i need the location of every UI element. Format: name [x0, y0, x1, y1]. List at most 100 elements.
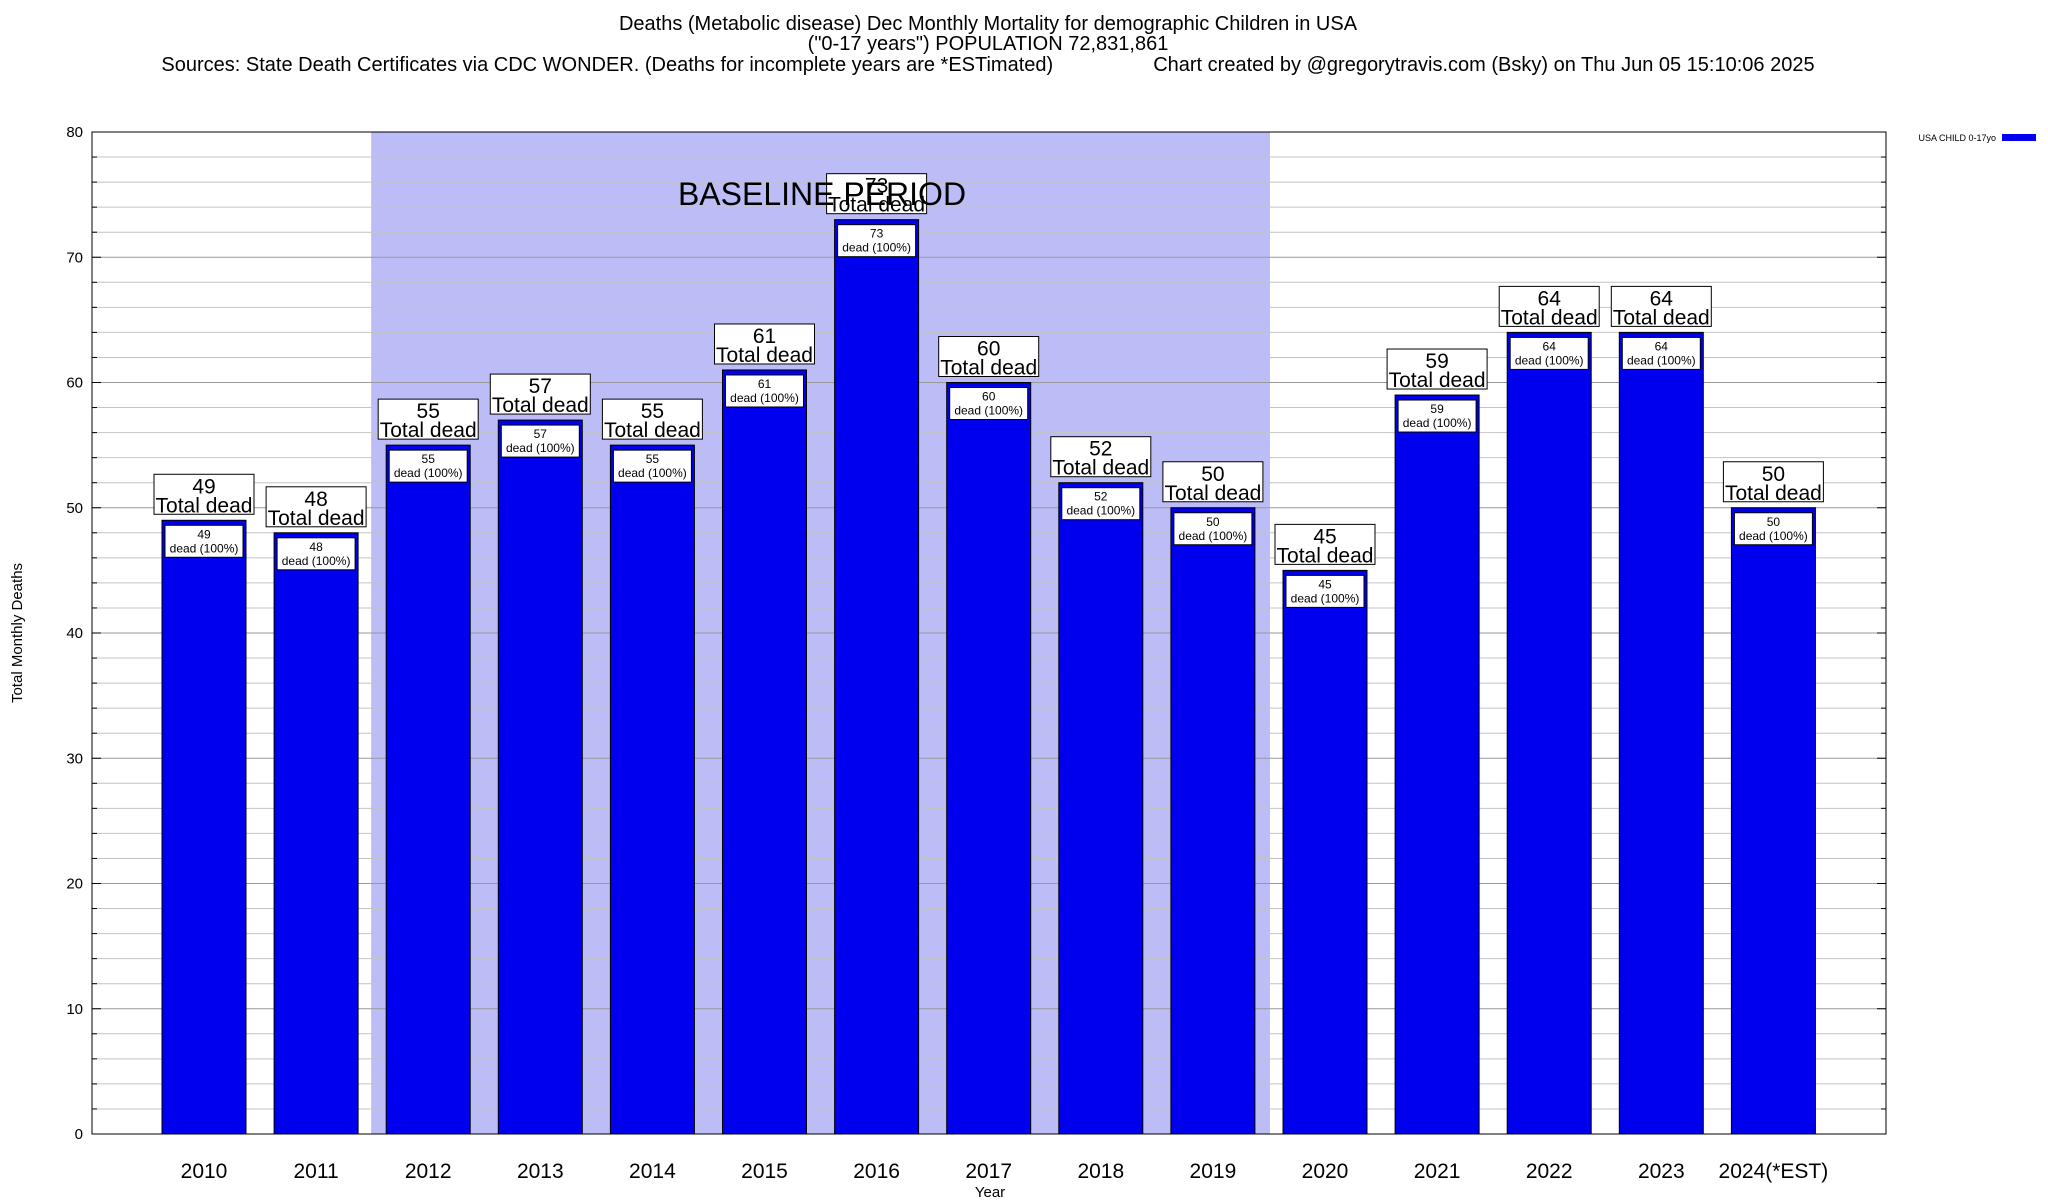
bar [273, 532, 359, 1135]
bar [1618, 331, 1704, 1135]
x-tick-label: 2020 [1302, 1160, 1349, 1183]
bar [497, 419, 583, 1135]
total-text-label: Total dead [1052, 457, 1149, 480]
bar [1506, 331, 1592, 1135]
inner-percent-label: dead (100%) [1403, 416, 1472, 430]
x-tick-label: 2017 [965, 1160, 1012, 1183]
legend: USA CHILD 0-17yo [1918, 133, 2036, 143]
total-text-label: Total dead [604, 419, 701, 442]
total-text-label: Total dead [1164, 482, 1261, 505]
inner-percent-label: dead (100%) [1739, 529, 1808, 543]
x-tick-label: 2022 [1526, 1160, 1573, 1183]
chart-title: Deaths (Metabolic disease) Dec Monthly M… [161, 13, 1814, 76]
inner-value-label: 64 [1543, 339, 1557, 353]
y-axis-ticks: 0 10 20 30 40 50 60 70 80 [66, 124, 83, 1143]
inner-value-label: 57 [534, 427, 548, 441]
total-value-label: 48 [304, 488, 327, 511]
inner-label-box [1509, 336, 1589, 370]
inner-percent-label: dead (100%) [1627, 353, 1696, 367]
inner-label-box [1733, 512, 1813, 546]
total-text-label: Total dead [492, 394, 589, 417]
inner-label-box [1061, 487, 1141, 521]
x-tick-label: 2024(*EST) [1719, 1160, 1829, 1183]
x-tick-label: 2013 [517, 1160, 564, 1183]
bar [1282, 569, 1368, 1135]
total-text-label: Total dead [380, 419, 477, 442]
title-line: ("0-17 years") POPULATION 72,831,861 [808, 33, 1169, 55]
total-label-box [826, 173, 928, 215]
inner-value-label: 45 [1318, 577, 1332, 591]
total-value-label: 50 [1201, 463, 1224, 486]
total-text-label: Total dead [1613, 306, 1710, 329]
inner-percent-label: dead (100%) [394, 466, 463, 480]
bar [1394, 394, 1480, 1135]
inner-value-label: 64 [1655, 339, 1669, 353]
legend-swatch [2002, 134, 2036, 141]
x-tick-label: 2015 [741, 1160, 788, 1183]
baseline-period-label: BASELINE PERIOD [678, 176, 966, 212]
inner-label-box [276, 537, 356, 571]
total-label-box [377, 398, 479, 440]
inner-value-label: 61 [758, 377, 772, 391]
total-value-label: 64 [1538, 287, 1562, 310]
total-text-label: Total dead [156, 494, 253, 517]
inner-label-box [1173, 512, 1253, 546]
bar [1730, 507, 1816, 1135]
inner-percent-label: dead (100%) [170, 541, 239, 555]
total-value-label: 52 [1089, 438, 1112, 461]
y-tick-label: 80 [66, 124, 83, 141]
inner-percent-label: dead (100%) [842, 241, 911, 255]
x-tick-label: 2016 [853, 1160, 900, 1183]
x-tick-label: 2010 [181, 1160, 228, 1183]
inner-percent-label: dead (100%) [1066, 504, 1135, 518]
x-axis-title: Year [975, 1184, 1005, 1200]
total-value-label: 50 [1762, 463, 1785, 486]
x-axis-ticks: 2010 2011 2012 2013 2014 2015 2016 2017 2018 2019… [181, 1160, 1829, 1183]
legend-label: USA CHILD 0-17yo [1918, 133, 1996, 143]
inner-percent-label: dead (100%) [730, 391, 799, 405]
inner-label-box [725, 374, 804, 408]
y-tick-label: 40 [66, 625, 83, 642]
x-tick-label: 2023 [1638, 1160, 1685, 1183]
inner-label-box [388, 449, 468, 483]
bar [161, 519, 247, 1135]
total-label-box [1050, 436, 1152, 478]
bar [722, 369, 807, 1135]
inner-percent-label: dead (100%) [1179, 529, 1248, 543]
inner-label-box [164, 524, 244, 558]
total-text-label: Total dead [1725, 482, 1822, 505]
inner-value-label: 55 [422, 452, 436, 466]
inner-value-label: 59 [1430, 402, 1444, 416]
x-tick-label: 2018 [1077, 1160, 1124, 1183]
y-tick-label: 50 [66, 500, 83, 517]
inner-label-box [949, 387, 1029, 420]
total-value-label: 55 [641, 400, 664, 423]
total-label-box [1274, 523, 1376, 565]
x-tick-label: 2019 [1190, 1160, 1237, 1183]
total-label-box [1162, 461, 1264, 503]
total-value-label: 61 [753, 325, 776, 348]
total-text-label: Total dead [1277, 544, 1374, 567]
inner-value-label: 60 [982, 390, 996, 404]
inner-label-box [500, 424, 580, 458]
total-label-box [1498, 285, 1600, 327]
inner-value-label: 49 [197, 527, 211, 541]
y-tick-label: 10 [66, 1001, 83, 1018]
total-value-label: 64 [1650, 287, 1674, 310]
total-value-label: 59 [1425, 350, 1448, 373]
inner-value-label: 55 [646, 452, 660, 466]
inner-value-label: 50 [1767, 515, 1781, 529]
total-label-box [489, 373, 591, 415]
total-text-label: Total dead [1389, 369, 1486, 392]
total-label-box [601, 398, 703, 440]
bar [946, 382, 1032, 1135]
inner-percent-label: dead (100%) [506, 441, 575, 455]
total-label-box [265, 486, 367, 528]
total-value-label: 60 [977, 338, 1000, 361]
total-label-box [938, 336, 1040, 377]
bar [1170, 507, 1256, 1135]
inner-percent-label: dead (100%) [1291, 591, 1360, 605]
inner-value-label: 50 [1206, 515, 1220, 529]
y-tick-label: 0 [75, 1126, 83, 1143]
x-tick-label: 2011 [294, 1160, 339, 1183]
